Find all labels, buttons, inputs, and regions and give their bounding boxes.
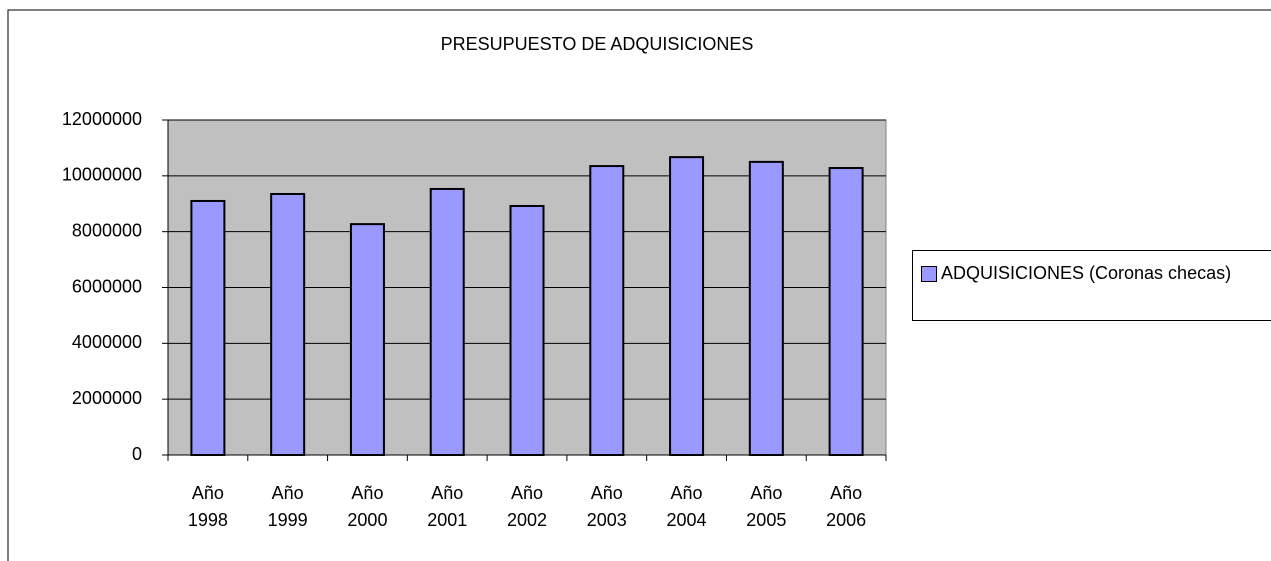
x-tick-label: Año 2006 [826,483,867,530]
y-tick-label: 12000000 [62,109,142,129]
bar [669,156,705,456]
x-tick-label: Año 2005 [746,483,787,530]
y-tick-label: 10000000 [62,165,142,185]
bar [190,199,226,456]
bar [270,192,306,457]
bar [509,204,545,456]
bar [429,187,465,456]
x-tick-label: Año 1998 [187,483,228,530]
bar [349,223,385,456]
y-tick-label: 2000000 [72,388,142,408]
y-tick-label: 0 [132,444,142,464]
bar [828,167,864,456]
x-tick-label: Año 1999 [267,483,308,530]
x-tick-label: Año 2003 [586,483,627,530]
legend-label: ADQUISICIONES (Coronas checas) [941,263,1232,283]
y-tick-label: 8000000 [72,220,142,240]
bar [589,165,625,456]
x-tick-label: Año 2002 [506,483,548,530]
x-tick-label: Año 2004 [666,483,707,530]
bar [748,160,784,456]
chart-title: PRESUPUESTO DE ADQUISICIONES [441,34,754,54]
y-tick-label: 6000000 [72,276,142,296]
legend: ADQUISICIONES (Coronas checas) [912,250,1271,321]
y-tick-label: 4000000 [72,332,142,352]
x-tick-label: Año 2001 [427,483,468,530]
chart-frame [7,9,1271,561]
legend-swatch [921,266,937,282]
x-tick-label: Año 2000 [347,483,388,530]
